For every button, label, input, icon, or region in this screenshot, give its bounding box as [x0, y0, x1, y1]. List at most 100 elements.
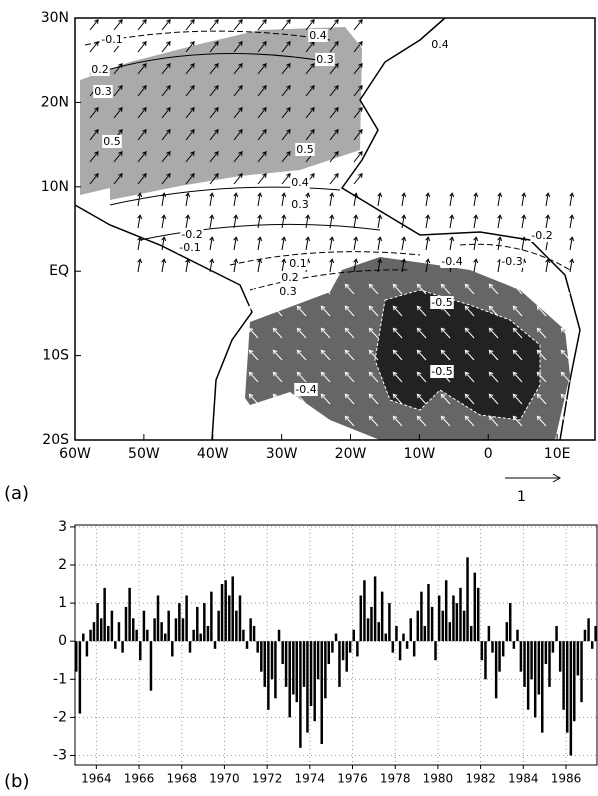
wind-vector — [209, 129, 219, 141]
wind-vector — [497, 237, 501, 251]
wind-vector-head — [344, 371, 350, 377]
bar — [231, 576, 234, 642]
bar — [565, 641, 569, 733]
wind-vector-head — [521, 192, 527, 198]
wind-vector — [344, 305, 355, 317]
bar — [135, 629, 138, 642]
wind-vector-head — [488, 283, 494, 289]
bar — [473, 572, 477, 642]
wind-vector — [368, 415, 379, 427]
wind-vector-head — [281, 236, 287, 242]
wind-vector — [161, 63, 171, 75]
wind-vector-head — [416, 349, 422, 355]
bar — [220, 584, 224, 642]
wind-vector-head — [334, 41, 339, 46]
bar — [92, 622, 96, 642]
wind-vector — [329, 259, 333, 273]
wind-vector — [464, 349, 475, 361]
wind-vector — [473, 237, 477, 251]
wind-vector — [248, 305, 259, 317]
wind-vector-head — [353, 258, 359, 264]
bar — [512, 641, 516, 649]
bar — [256, 641, 259, 653]
wind-vector — [185, 151, 195, 163]
contour-label-bg — [440, 255, 464, 268]
wind-vector — [209, 151, 219, 163]
x-tick-label: 1964 — [81, 772, 112, 786]
contour-label: 0.3 — [316, 53, 334, 66]
wind-vector — [392, 415, 403, 427]
wind-vector-head — [248, 415, 254, 421]
wind-vector — [233, 173, 243, 185]
wind-vector-head — [512, 305, 518, 311]
wind-vector-head — [166, 129, 171, 134]
wind-vector — [209, 237, 213, 251]
wind-vector-head — [286, 63, 291, 68]
wind-vector — [368, 371, 379, 383]
wind-vector-head — [512, 371, 518, 377]
wind-vector-head — [238, 173, 243, 178]
bar — [455, 603, 459, 642]
contour-label-bg — [278, 285, 298, 298]
wind-vector — [416, 327, 427, 339]
bar — [199, 633, 202, 642]
bar — [117, 622, 121, 642]
wind-vector-head — [512, 327, 518, 333]
bar — [448, 622, 452, 642]
x-tick-label: 1980 — [423, 772, 454, 786]
bar — [416, 610, 420, 642]
bar — [178, 603, 181, 642]
contour-label-bg — [180, 228, 204, 241]
bar — [537, 641, 541, 695]
wind-vector-head — [320, 283, 326, 289]
wind-vector-head — [440, 283, 446, 289]
wind-vector — [272, 349, 283, 361]
bar — [348, 641, 352, 653]
wind-vector — [281, 63, 291, 75]
wind-vector-head — [214, 107, 219, 112]
wind-vector-head — [233, 258, 239, 264]
wind-vector-head — [296, 327, 302, 333]
wind-vector-head — [209, 192, 215, 198]
wind-vector — [512, 327, 523, 339]
wind-vector — [416, 283, 427, 295]
wind-vector-head — [272, 327, 278, 333]
wind-vector-head — [334, 85, 339, 90]
wind-vector-head — [334, 107, 339, 112]
wind-vector — [488, 393, 499, 405]
coastline — [340, 17, 581, 441]
wind-vector-head — [310, 129, 315, 134]
contour-label: 0.2 — [281, 271, 299, 284]
bar — [391, 641, 395, 653]
wind-vector-head — [94, 19, 99, 24]
bar — [434, 641, 437, 661]
wind-vector — [185, 259, 189, 273]
wind-vector — [464, 415, 475, 427]
contour-label: -0.3 — [501, 255, 522, 268]
wind-vector — [185, 173, 195, 185]
bar — [270, 641, 274, 680]
wind-vector — [233, 85, 243, 97]
bar — [516, 629, 519, 642]
wind-vector-head — [358, 41, 363, 46]
wind-vector — [536, 415, 547, 427]
wind-vector — [233, 193, 237, 207]
bar — [398, 641, 402, 661]
bar — [327, 641, 331, 665]
wind-vector-head — [94, 173, 99, 178]
bar — [192, 629, 195, 642]
bar — [380, 591, 384, 642]
wind-vector — [488, 305, 499, 317]
wind-vector — [392, 349, 403, 361]
bar — [203, 603, 206, 642]
wind-vector-head — [392, 305, 398, 311]
wind-vector — [425, 215, 429, 229]
wind-vector — [569, 259, 573, 273]
wind-vector — [296, 283, 307, 295]
bar — [121, 641, 124, 653]
contour-line — [459, 243, 571, 271]
wind-vector-head — [536, 349, 542, 355]
wind-vector — [536, 393, 547, 405]
wind-vector-head — [118, 107, 123, 112]
wind-vector-head — [464, 371, 470, 377]
